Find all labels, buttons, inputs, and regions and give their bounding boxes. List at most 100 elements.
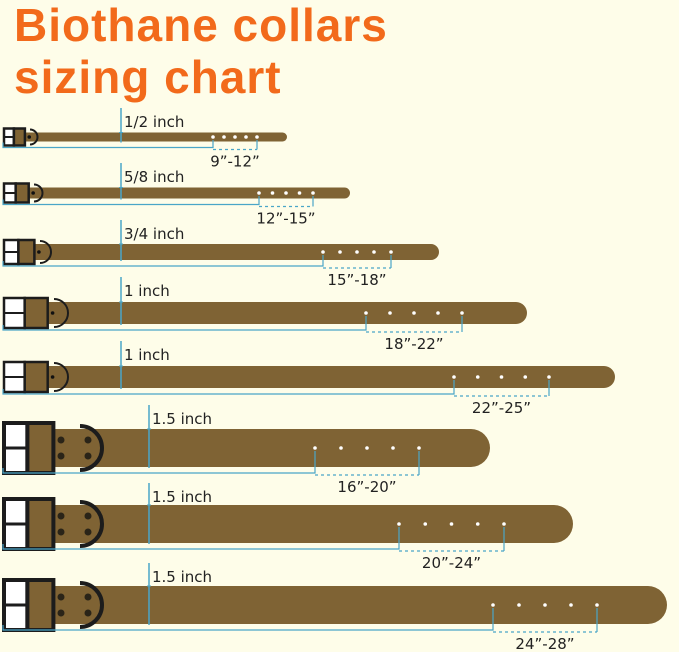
size-range-label: 22”-25”: [472, 399, 531, 417]
strap: [26, 429, 490, 467]
collar-8: 1.5 inch 24”-28”: [2, 563, 667, 652]
rivet-icon: [84, 593, 92, 601]
buckle-keeper-icon: [25, 497, 56, 551]
strap-hole-icon: [517, 603, 521, 607]
strap-hole-icon: [423, 522, 428, 526]
strap-hole-icon: [412, 311, 416, 315]
buckle-keeper-icon: [25, 578, 56, 632]
d-ring-icon: [33, 183, 44, 203]
strap-hole-icon: [311, 191, 315, 195]
collar-3: 3/4 inch 15”-18”: [2, 220, 439, 289]
collar-2: 5/8 inch 12”-15”: [2, 163, 350, 228]
chart-title-line-1: Biothane collars: [14, 0, 388, 51]
strap-hole-icon: [436, 311, 440, 315]
rivet-icon: [37, 250, 41, 254]
strap-hole-icon: [391, 446, 395, 450]
size-range-label: 24”-28”: [515, 635, 574, 652]
collar-4: 1 inch 18”-22”: [2, 277, 527, 353]
rivet-icon: [57, 452, 65, 460]
chart-title-line-2: sizing chart: [14, 51, 282, 103]
strap-hole-icon: [449, 522, 454, 526]
strap-hole-icon: [523, 375, 528, 379]
strap-hole-icon: [460, 311, 464, 315]
buckle-keeper-icon: [12, 127, 27, 147]
strap-hole-icon: [417, 446, 421, 450]
length-bracket-line: [2, 380, 455, 395]
length-bracket-line: [2, 451, 316, 474]
buckle-keeper-icon: [14, 182, 30, 204]
strap-hole-icon: [543, 603, 547, 607]
length-bracket-line: [2, 196, 260, 206]
collar-1: 1/2 inch 9”-12”: [2, 108, 287, 171]
strap-hole-icon: [339, 446, 343, 450]
strap-hole-icon: [321, 250, 325, 254]
rivet-icon: [50, 311, 55, 315]
d-ring-icon: [53, 362, 69, 392]
d-ring-icon: [53, 298, 69, 328]
buckle-keeper-icon: [23, 360, 49, 394]
d-ring-icon: [79, 424, 104, 472]
strap-hole-icon: [257, 191, 261, 195]
rivet-icon: [27, 135, 32, 139]
strap-hole-icon: [491, 603, 495, 607]
size-range-label: 18”-22”: [384, 335, 443, 353]
strap-hole-icon: [372, 250, 376, 254]
length-bracket-line: [2, 527, 400, 550]
buckle-keeper-icon: [25, 421, 56, 475]
strap-hole-icon: [365, 446, 369, 450]
rivet-icon: [57, 609, 65, 617]
length-bracket-line: [2, 608, 494, 631]
length-bracket-line: [2, 255, 324, 267]
strap: [23, 302, 527, 324]
strap-hole-icon: [569, 603, 573, 607]
d-ring-icon: [79, 581, 104, 629]
strap: [23, 366, 615, 388]
strap-hole-icon: [388, 311, 392, 315]
width-label: 1.5 inch: [152, 568, 212, 586]
rivet-icon: [84, 512, 92, 520]
size-range-label: 16”-20”: [337, 478, 396, 496]
rivet-icon: [84, 452, 92, 460]
strap-hole-icon: [313, 446, 317, 450]
width-label: 3/4 inch: [124, 225, 184, 243]
length-bracket-line: [2, 140, 214, 149]
rivet-icon: [57, 593, 65, 601]
rivet-icon: [57, 528, 65, 536]
size-range-label: 15”-18”: [327, 271, 386, 289]
size-range-label: 9”-12”: [210, 153, 260, 171]
width-label: 1 inch: [124, 282, 170, 300]
width-label: 1/2 inch: [124, 113, 184, 131]
strap-hole-icon: [547, 375, 551, 379]
width-label: 1 inch: [124, 346, 170, 364]
strap-hole-icon: [475, 375, 480, 379]
rivet-icon: [57, 512, 65, 520]
rivet-icon: [31, 191, 35, 195]
rivet-icon: [84, 528, 92, 536]
strap: [11, 132, 287, 142]
strap: [26, 505, 573, 543]
d-ring-icon: [79, 500, 104, 548]
width-label: 1.5 inch: [152, 410, 212, 428]
strap-hole-icon: [270, 191, 275, 195]
strap-hole-icon: [222, 135, 226, 139]
strap-hole-icon: [338, 250, 342, 254]
strap-hole-icon: [499, 375, 504, 379]
strap-hole-icon: [233, 135, 237, 139]
d-ring-icon: [39, 240, 52, 264]
size-range-label: 12”-15”: [256, 210, 315, 228]
strap-hole-icon: [397, 522, 401, 526]
strap-hole-icon: [364, 311, 368, 315]
strap: [13, 187, 350, 199]
strap-hole-icon: [284, 191, 288, 195]
strap-hole-icon: [355, 250, 359, 254]
width-label: 5/8 inch: [124, 168, 184, 186]
rivet-icon: [84, 436, 92, 444]
size-range-label: 20”-24”: [422, 554, 481, 572]
rivet-icon: [50, 375, 55, 379]
strap-hole-icon: [452, 375, 456, 379]
strap-hole-icon: [475, 522, 480, 526]
collar-5: 1 inch 22”-25”: [2, 341, 615, 417]
strap-hole-icon: [255, 135, 259, 139]
strap-hole-icon: [389, 250, 393, 254]
